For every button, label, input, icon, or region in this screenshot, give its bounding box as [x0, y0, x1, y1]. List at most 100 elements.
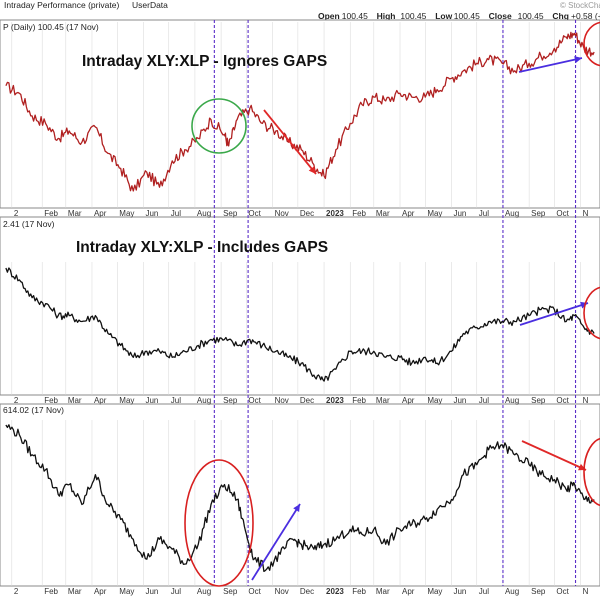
x-tick-label: Dec [300, 396, 314, 405]
x-tick-label: N [583, 587, 589, 596]
x-tick-label: Jul [479, 587, 489, 596]
x-tick-label: Oct [556, 587, 569, 596]
x-tick-label: Aug [505, 396, 519, 405]
x-tick-label: Sep [531, 587, 546, 596]
x-tick-label: Nov [275, 587, 289, 596]
x-tick-label: Aug [505, 209, 519, 218]
annotation-blue-arrow-p2 [519, 302, 589, 326]
x-tick-label: May [119, 587, 134, 596]
x-tick-label: Aug [197, 209, 211, 218]
x-tick-label: Sep [223, 209, 238, 218]
x-tick-label: Apr [94, 587, 107, 596]
grid-layer [11, 22, 581, 586]
x-tick-label: Jun [145, 587, 158, 596]
annotation-red-circle-p3 [583, 437, 600, 507]
x-tick-label: Feb [44, 396, 58, 405]
x-tick-label: Sep [223, 587, 238, 596]
ohlc-value-close: 100.45 [518, 11, 544, 21]
x-tick-label: Jun [453, 396, 466, 405]
x-tick-label: Jun [145, 209, 158, 218]
panel-3-frame [0, 403, 600, 587]
annotation-red-arrow-head [308, 166, 316, 174]
x-tick-label: May [427, 209, 442, 218]
annotation-red-arrow [263, 109, 317, 175]
header-title: Intraday Performance (private) [4, 0, 119, 10]
x-tick-label: Mar [68, 396, 82, 405]
x-tick-label: Jul [171, 209, 181, 218]
x-tick-label: Feb [352, 396, 366, 405]
x-tick-label: Jun [453, 209, 466, 218]
x-tick-label: Jul [171, 587, 181, 596]
ohlc-label-low: Low [435, 11, 452, 21]
x-tick-label: Nov [275, 209, 289, 218]
x-tick-label: May [427, 396, 442, 405]
x-tick-label: Sep [531, 209, 546, 218]
x-tick-label: Aug [505, 587, 519, 596]
panel-1-frame [0, 19, 600, 209]
panel-1-title: Intraday XLY:XLP - Ignores GAPS [82, 53, 327, 70]
annotation-blue-arrow-p3-head [293, 504, 300, 512]
x-tick-label: May [119, 396, 134, 405]
x-tick-label: 2023 [326, 209, 344, 218]
ohlc-label-chg: Chg [552, 11, 569, 21]
x-tick-label: Aug [197, 396, 211, 405]
tick-layer: 2 Feb Mar Apr May Jun Jul Aug Sep Oct Nov Dec 2023 Fe… [14, 209, 589, 596]
annotation-green-circle [191, 98, 247, 154]
x-tick-label: Jul [479, 396, 489, 405]
x-tick-label: Feb [352, 587, 366, 596]
annotation-blue-arrow-p3 [251, 503, 301, 581]
ohlc-label-high: High [377, 11, 396, 21]
x-tick-label: Mar [376, 396, 390, 405]
header-user: UserData [132, 0, 168, 10]
x-tick-label: Feb [44, 587, 58, 596]
x-tick-label: Mar [376, 209, 390, 218]
x-tick-label: Apr [402, 209, 415, 218]
header-bar [0, 0, 600, 20]
panel-2-label: 2.41 (17 Nov) [3, 219, 55, 229]
x-tick-label: Jul [479, 209, 489, 218]
x-tick-label: Aug [197, 587, 211, 596]
x-tick-label: Oct [248, 209, 261, 218]
x-tick-label: Jul [171, 396, 181, 405]
panel-3-label: 614.02 (17 Nov) [3, 405, 64, 415]
x-tick-label: Apr [402, 396, 415, 405]
x-tick-label: 2023 [326, 587, 344, 596]
ohlc-value-high: 100.45 [400, 11, 426, 21]
annotation-blue-arrow-head [574, 56, 582, 63]
x-tick-label: Oct [556, 209, 569, 218]
ohlc-value-low: 100.45 [454, 11, 480, 21]
annotation-red-arrow-p3 [521, 440, 587, 471]
x-tick-label: 2 [14, 587, 19, 596]
annotation-blue-arrow [518, 57, 583, 73]
ohlc-value-open: 100.45 [342, 11, 368, 21]
series-line-p1 [5, 31, 595, 192]
x-tick-label: N [583, 209, 589, 218]
panel-2-frame [0, 216, 600, 396]
ohlc-label-close: Close [489, 11, 512, 21]
series-line-p3 [5, 424, 595, 573]
x-tick-label: Nov [275, 396, 289, 405]
x-tick-label: Oct [248, 396, 261, 405]
annotation-red-ellipse-p3 [184, 459, 254, 587]
x-tick-label: Jun [145, 396, 158, 405]
annotation-red-circle-p2 [583, 286, 600, 340]
ohlc-label-open: Open [318, 11, 340, 21]
x-tick-label: May [427, 587, 442, 596]
x-tick-label: Jun [453, 587, 466, 596]
ohlc-row: Open 100.45 High 100.45 Low 100.45 Close 100.45… [318, 11, 600, 21]
x-tick-label: Feb [352, 209, 366, 218]
series-layer [5, 31, 595, 573]
brand-label: © StockChar [560, 1, 600, 10]
x-tick-label: Oct [248, 587, 261, 596]
x-tick-label: Apr [94, 396, 107, 405]
x-tick-label: N [583, 396, 589, 405]
x-tick-label: Dec [300, 587, 314, 596]
x-tick-label: Mar [68, 209, 82, 218]
x-tick-label: Apr [94, 209, 107, 218]
x-tick-label: 2 [14, 396, 19, 405]
x-tick-label: Sep [223, 396, 238, 405]
x-tick-label: May [119, 209, 134, 218]
x-tick-label: Feb [44, 209, 58, 218]
x-tick-label: Dec [300, 209, 314, 218]
